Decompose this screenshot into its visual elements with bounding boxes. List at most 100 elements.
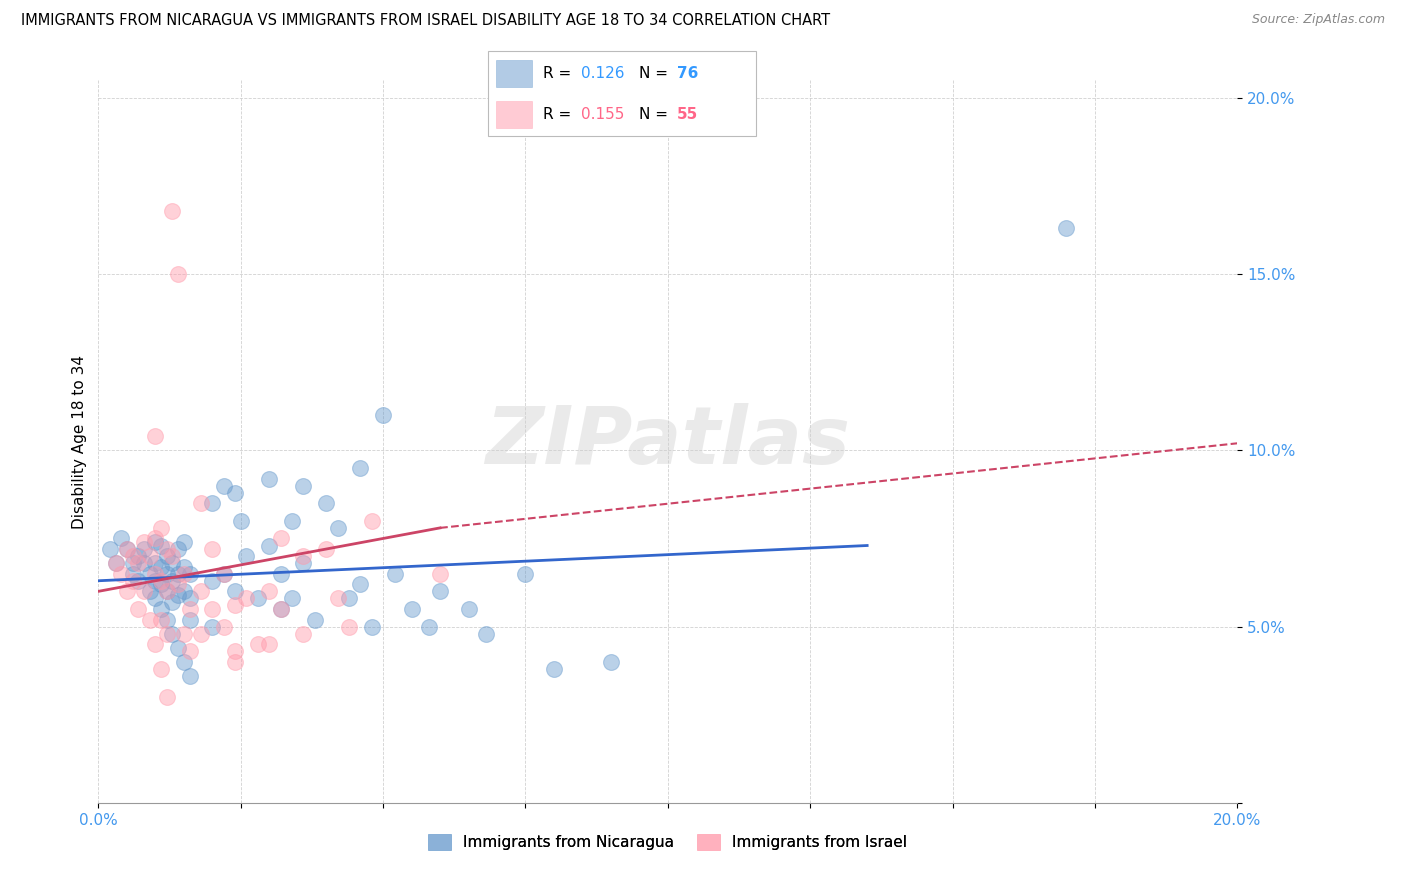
Point (179, 644, 201, 658)
Point (173, 559, 195, 574)
Point (115, 584, 138, 599)
Text: Source: ZipAtlas.com: Source: ZipAtlas.com (1251, 13, 1385, 27)
Point (104, 556, 127, 570)
Point (132, 556, 155, 570)
Point (281, 591, 304, 606)
Text: 76: 76 (678, 66, 699, 80)
Point (201, 496, 224, 510)
Point (121, 566, 143, 581)
FancyBboxPatch shape (488, 51, 756, 136)
Point (156, 566, 179, 581)
Point (292, 556, 315, 570)
Point (259, 471, 281, 485)
Point (179, 566, 201, 581)
Point (156, 613, 179, 627)
Point (259, 539, 281, 553)
Point (121, 549, 143, 563)
Point (429, 584, 451, 599)
Point (162, 203, 184, 218)
Point (270, 602, 292, 616)
Point (145, 574, 167, 588)
Point (104, 556, 127, 570)
Point (418, 619, 440, 633)
Point (167, 542, 190, 557)
Point (156, 690, 179, 704)
Point (162, 549, 184, 563)
Point (315, 542, 337, 557)
Point (212, 619, 235, 633)
Point (270, 566, 292, 581)
Text: ZIPatlas: ZIPatlas (485, 402, 851, 481)
Point (150, 577, 173, 591)
Point (167, 267, 190, 281)
Point (127, 549, 149, 563)
Point (292, 549, 315, 563)
Point (292, 478, 315, 492)
Point (132, 535, 155, 549)
Point (173, 655, 195, 669)
Point (349, 577, 371, 591)
Point (156, 549, 179, 563)
Point (600, 655, 623, 669)
Text: 0.126: 0.126 (581, 66, 624, 80)
Point (224, 485, 246, 500)
Point (110, 566, 132, 581)
Point (110, 532, 132, 546)
Point (201, 619, 224, 633)
Point (150, 539, 173, 553)
Point (401, 602, 423, 616)
Point (173, 535, 195, 549)
Point (360, 514, 382, 528)
Point (235, 591, 257, 606)
Point (224, 655, 246, 669)
Point (246, 591, 269, 606)
FancyBboxPatch shape (496, 101, 531, 128)
Point (162, 626, 184, 640)
Point (132, 542, 155, 557)
Text: 0.155: 0.155 (581, 107, 624, 121)
Text: N =: N = (638, 66, 672, 80)
Point (190, 584, 212, 599)
Point (115, 542, 138, 557)
Point (1056, 221, 1078, 235)
Point (162, 574, 184, 588)
Point (474, 626, 496, 640)
Point (150, 602, 173, 616)
Point (150, 613, 173, 627)
Point (212, 566, 235, 581)
Point (201, 542, 224, 557)
Text: N =: N = (638, 107, 672, 121)
Point (201, 602, 224, 616)
Point (373, 408, 395, 422)
Point (162, 556, 184, 570)
Point (121, 556, 143, 570)
Point (167, 577, 190, 591)
Point (224, 584, 246, 599)
Point (173, 584, 195, 599)
Point (167, 566, 190, 581)
Point (270, 602, 292, 616)
Point (259, 584, 281, 599)
Point (190, 496, 212, 510)
FancyBboxPatch shape (496, 60, 531, 87)
Point (138, 584, 160, 599)
Point (543, 662, 565, 676)
Point (304, 613, 326, 627)
Point (145, 637, 167, 651)
Point (162, 595, 184, 609)
Point (281, 514, 304, 528)
Point (235, 549, 257, 563)
Point (429, 566, 451, 581)
Point (457, 602, 479, 616)
Point (201, 574, 224, 588)
Point (179, 591, 201, 606)
Point (212, 566, 235, 581)
Point (179, 613, 201, 627)
Legend: Immigrants from Nicaragua, Immigrants from Israel: Immigrants from Nicaragua, Immigrants fr… (422, 829, 914, 856)
Point (150, 521, 173, 535)
Point (360, 619, 382, 633)
Point (115, 542, 138, 557)
Point (138, 549, 160, 563)
Point (138, 613, 160, 627)
Point (326, 591, 349, 606)
